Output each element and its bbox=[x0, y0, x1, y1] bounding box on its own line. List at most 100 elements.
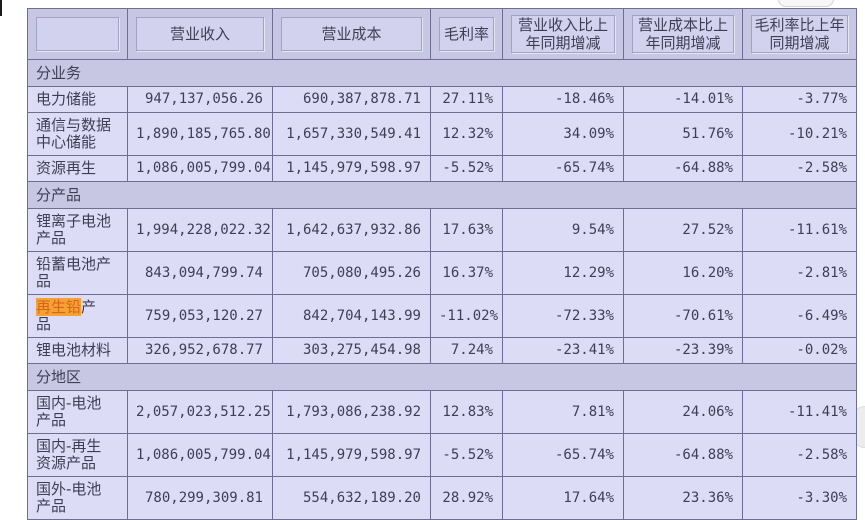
row-label: 国内-电池产品 bbox=[27, 390, 128, 434]
col-header-revenue-yoy: 营业收入比上年同期增减 bbox=[502, 8, 624, 60]
row-label: 锂离子电池产品 bbox=[27, 208, 128, 252]
cost-cell: 1,793,086,238.92 bbox=[272, 390, 431, 434]
page-edge-mark bbox=[0, 0, 2, 16]
cost-cell: 303,275,454.98 bbox=[272, 337, 431, 364]
section-label: 分产品 bbox=[27, 181, 857, 209]
revenue-yoy-cell: 12.29% bbox=[502, 251, 624, 295]
margin-yoy-cell: -2.58% bbox=[742, 433, 857, 477]
table-row: 国外-电池产品 780,299,309.81 554,632,189.20 28.92… bbox=[27, 476, 857, 520]
header-box: 营业收入 bbox=[136, 17, 264, 51]
margin-cell: 17.63% bbox=[430, 208, 503, 252]
revenue-yoy-cell: 17.64% bbox=[502, 476, 624, 520]
cost-yoy-cell: 51.76% bbox=[623, 112, 743, 156]
margin-yoy-cell: -6.49% bbox=[742, 294, 857, 338]
margin-cell: -11.02% bbox=[430, 294, 503, 338]
margin-cell: 28.92% bbox=[430, 476, 503, 520]
margin-yoy-cell: -10.21% bbox=[742, 112, 857, 156]
cost-yoy-cell: -23.39% bbox=[623, 337, 743, 364]
cost-cell: 690,387,878.71 bbox=[272, 86, 431, 113]
revenue-cell: 947,137,056.26 bbox=[127, 86, 273, 113]
table-row: 资源再生 1,086,005,799.04 1,145,979,598.97 -5.5… bbox=[27, 155, 857, 182]
row-label: 资源再生 bbox=[27, 155, 128, 182]
header-box: 毛利率 bbox=[439, 17, 494, 51]
revenue-cell: 1,994,228,022.32 bbox=[127, 208, 273, 252]
header-box bbox=[36, 17, 119, 51]
cost-cell: 1,642,637,932.86 bbox=[272, 208, 431, 252]
cost-yoy-cell: 23.36% bbox=[623, 476, 743, 520]
table-row: 电力储能 947,137,056.26 690,387,878.71 27.11% -1… bbox=[27, 86, 857, 113]
table-row: 锂电池材料 326,952,678.77 303,275,454.98 7.24% -2… bbox=[27, 337, 857, 364]
margin-cell: -5.52% bbox=[430, 155, 503, 182]
revenue-yoy-cell: 7.81% bbox=[502, 390, 624, 434]
scroll-pill[interactable] bbox=[778, 0, 834, 7]
cost-cell: 1,145,979,598.97 bbox=[272, 155, 431, 182]
col-header-revenue: 营业收入 bbox=[127, 8, 273, 60]
row-label: 电力储能 bbox=[27, 86, 128, 113]
revenue-yoy-cell: -18.46% bbox=[502, 86, 624, 113]
margin-yoy-cell: -2.81% bbox=[742, 251, 857, 295]
cost-yoy-cell: 27.52% bbox=[623, 208, 743, 252]
revenue-cell: 843,094,799.74 bbox=[127, 251, 273, 295]
cost-cell: 1,145,979,598.97 bbox=[272, 433, 431, 477]
revenue-cell: 759,053,120.27 bbox=[127, 294, 273, 338]
revenue-cell: 1,086,005,799.04 bbox=[127, 155, 273, 182]
section-label: 分地区 bbox=[27, 363, 857, 391]
table-row: 国内-电池产品 2,057,023,512.25 1,793,086,238.92 1… bbox=[27, 390, 857, 434]
section-row: 分业务 bbox=[27, 59, 857, 87]
col-header-cost: 营业成本 bbox=[272, 8, 431, 60]
col-header-margin: 毛利率 bbox=[430, 8, 503, 60]
margin-yoy-cell: -3.77% bbox=[742, 86, 857, 113]
table-body: 分业务 电力储能 947,137,056.26 690,387,878.71 27.11… bbox=[27, 59, 857, 520]
revenue-yoy-cell: -65.74% bbox=[502, 155, 624, 182]
header-box: 营业收入比上年同期增减 bbox=[511, 15, 615, 53]
section-row: 分地区 bbox=[27, 363, 857, 391]
header-box: 毛利率比上年同期增减 bbox=[751, 15, 848, 53]
row-label: 再生铅产品 bbox=[27, 294, 128, 338]
segment-report-table: 营业收入 营业成本 毛利率 营业收入比上年同期增减 营业成本比上年同期增减 毛利… bbox=[27, 8, 857, 520]
revenue-cell: 780,299,309.81 bbox=[127, 476, 273, 520]
section-row: 分产品 bbox=[27, 181, 857, 209]
revenue-yoy-cell: -72.33% bbox=[502, 294, 624, 338]
header-row: 营业收入 营业成本 毛利率 营业收入比上年同期增减 营业成本比上年同期增减 毛利… bbox=[27, 8, 857, 60]
row-label: 铅蓄电池产品 bbox=[27, 251, 128, 295]
margin-cell: 7.24% bbox=[430, 337, 503, 364]
table-row: 铅蓄电池产品 843,094,799.74 705,080,495.26 16.37%… bbox=[27, 251, 857, 295]
header-box: 营业成本比上年同期增减 bbox=[632, 15, 734, 53]
margin-yoy-cell: -2.58% bbox=[742, 155, 857, 182]
cost-yoy-cell: -64.88% bbox=[623, 155, 743, 182]
row-label: 国内-再生资源产品 bbox=[27, 433, 128, 477]
revenue-yoy-cell: -23.41% bbox=[502, 337, 624, 364]
revenue-cell: 1,890,185,765.80 bbox=[127, 112, 273, 156]
margin-yoy-cell: -11.41% bbox=[742, 390, 857, 434]
table-header: 营业收入 营业成本 毛利率 营业收入比上年同期增减 营业成本比上年同期增减 毛利… bbox=[27, 8, 857, 60]
cost-cell: 705,080,495.26 bbox=[272, 251, 431, 295]
table-row: 国内-再生资源产品 1,086,005,799.04 1,145,979,598.9… bbox=[27, 433, 857, 477]
row-label: 锂电池材料 bbox=[27, 337, 128, 364]
margin-cell: 27.11% bbox=[430, 86, 503, 113]
section-label: 分业务 bbox=[27, 59, 857, 87]
revenue-yoy-cell: 34.09% bbox=[502, 112, 624, 156]
col-header-margin-yoy: 毛利率比上年同期增减 bbox=[742, 8, 857, 60]
cost-cell: 842,704,143.99 bbox=[272, 294, 431, 338]
cost-yoy-cell: 16.20% bbox=[623, 251, 743, 295]
cost-cell: 554,632,189.20 bbox=[272, 476, 431, 520]
col-header-cost-yoy: 营业成本比上年同期增减 bbox=[623, 8, 743, 60]
row-label: 通信与数据中心储能 bbox=[27, 112, 128, 156]
revenue-cell: 1,086,005,799.04 bbox=[127, 433, 273, 477]
col-header-empty bbox=[27, 8, 128, 60]
search-highlight: 再生铅 bbox=[36, 298, 82, 316]
revenue-yoy-cell: -65.74% bbox=[502, 433, 624, 477]
cost-yoy-cell: -64.88% bbox=[623, 433, 743, 477]
margin-cell: 12.32% bbox=[430, 112, 503, 156]
margin-cell: -5.52% bbox=[430, 433, 503, 477]
cost-cell: 1,657,330,549.41 bbox=[272, 112, 431, 156]
cost-yoy-cell: -14.01% bbox=[623, 86, 743, 113]
header-box: 营业成本 bbox=[281, 17, 422, 51]
margin-cell: 16.37% bbox=[430, 251, 503, 295]
cost-yoy-cell: -70.61% bbox=[623, 294, 743, 338]
margin-yoy-cell: -11.61% bbox=[742, 208, 857, 252]
margin-yoy-cell: -3.30% bbox=[742, 476, 857, 520]
revenue-cell: 326,952,678.77 bbox=[127, 337, 273, 364]
revenue-cell: 2,057,023,512.25 bbox=[127, 390, 273, 434]
table-row: 锂离子电池产品 1,994,228,022.32 1,642,637,932.86 1… bbox=[27, 208, 857, 252]
